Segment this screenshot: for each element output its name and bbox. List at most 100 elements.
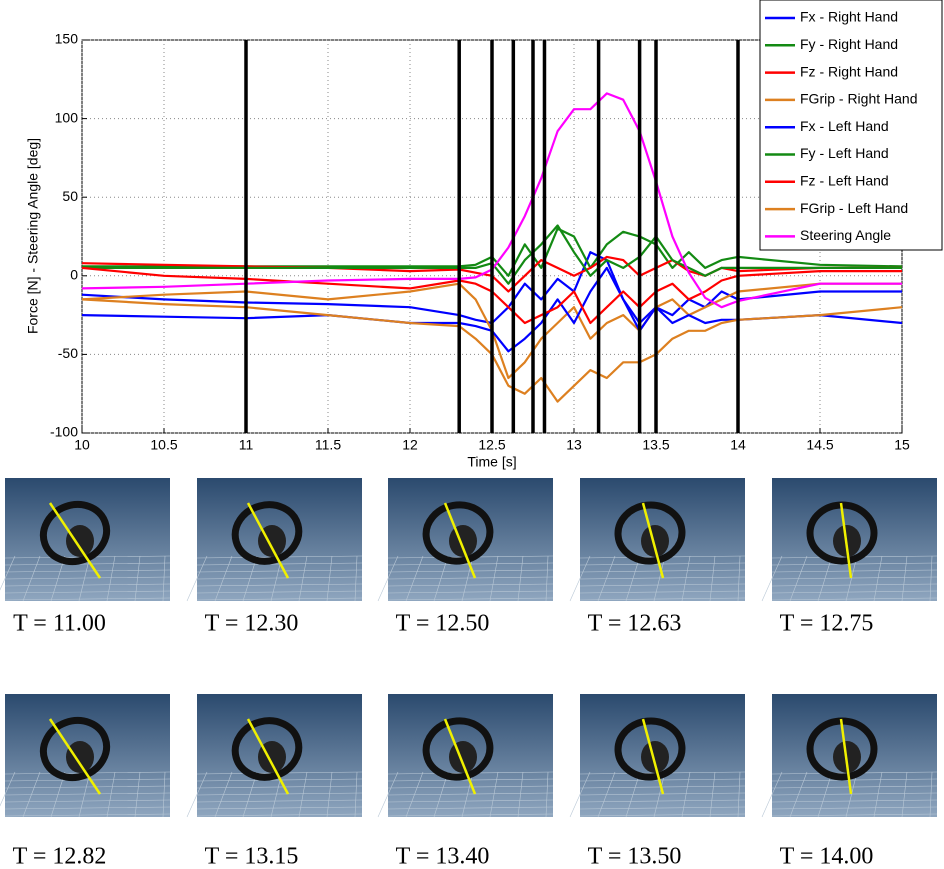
data-line bbox=[81, 92, 902, 309]
floor-grid bbox=[106, 555, 116, 602]
floor-grid bbox=[162, 771, 166, 818]
floor-grid bbox=[0, 555, 16, 591]
snapshot-caption: T = 14.00 bbox=[780, 844, 874, 869]
floor-grid bbox=[579, 569, 746, 573]
floor-grid bbox=[196, 590, 363, 594]
floor-grid bbox=[761, 771, 783, 818]
snapshot bbox=[761, 478, 938, 602]
snapshot-caption: T = 12.50 bbox=[396, 611, 490, 637]
floor-grid bbox=[709, 771, 716, 818]
data-line bbox=[81, 282, 902, 380]
floor-grid bbox=[4, 576, 171, 580]
wheel bbox=[231, 501, 303, 565]
floor-grid bbox=[873, 771, 883, 818]
wheel bbox=[422, 501, 494, 565]
snapshot bbox=[569, 694, 746, 818]
wheel-hub bbox=[66, 741, 94, 773]
wheel bbox=[39, 717, 111, 781]
wheel-hub bbox=[449, 525, 477, 557]
floor-grid bbox=[4, 799, 171, 803]
floor-grid bbox=[196, 813, 363, 817]
floor-grid bbox=[354, 555, 358, 602]
floor-grid bbox=[569, 555, 591, 602]
snapshot-caption: T = 11.00 bbox=[13, 611, 106, 637]
floor-grid bbox=[186, 771, 208, 818]
floor-grid bbox=[517, 771, 524, 818]
wheel bbox=[422, 717, 494, 781]
floor-grid bbox=[196, 569, 363, 573]
legend-label: Fy - Left Hand bbox=[800, 145, 889, 161]
x-axis-label: Time [s] bbox=[467, 454, 516, 470]
floor-grid bbox=[387, 785, 554, 789]
floor-grid bbox=[461, 555, 474, 602]
legend-label: FGrip - Right Hand bbox=[800, 91, 917, 107]
data-line bbox=[81, 298, 903, 403]
floor-grid bbox=[326, 771, 333, 818]
floor-grid bbox=[387, 806, 554, 810]
floor-grid bbox=[4, 583, 171, 587]
floor-grid bbox=[771, 806, 938, 810]
data-line bbox=[82, 224, 902, 285]
floor-grid bbox=[771, 576, 938, 580]
floor-grid bbox=[681, 555, 691, 602]
floor-grid bbox=[653, 771, 666, 818]
snapshot bbox=[186, 478, 363, 602]
snapshot-caption: T = 12.63 bbox=[588, 611, 682, 637]
floor-grid bbox=[771, 813, 938, 817]
floor-grid bbox=[771, 785, 938, 789]
floor-grid bbox=[771, 590, 938, 594]
floor-grid bbox=[387, 597, 554, 601]
force-arrow bbox=[443, 502, 477, 579]
floor-grid bbox=[298, 771, 308, 818]
snapshot bbox=[377, 478, 554, 602]
floor-grid bbox=[162, 555, 166, 602]
floor-grid bbox=[387, 576, 554, 580]
floor-grid bbox=[579, 778, 746, 782]
floor-grid bbox=[569, 771, 591, 818]
y-tick-label: 150 bbox=[55, 31, 79, 47]
floor-grid bbox=[545, 771, 549, 818]
floor-grid bbox=[489, 771, 499, 818]
floor-grid bbox=[771, 562, 938, 566]
floor-grid bbox=[196, 576, 363, 580]
floor-grid bbox=[929, 555, 933, 602]
floor-grid bbox=[377, 771, 399, 818]
floor-grid bbox=[298, 555, 308, 602]
floor-grid bbox=[387, 799, 554, 803]
floor-grid bbox=[653, 555, 666, 602]
y-axis-label: Force [N] - Steering Angle [deg] bbox=[25, 138, 41, 334]
wheel-hub bbox=[641, 741, 669, 773]
floor-grid bbox=[901, 771, 908, 818]
y-tick-label: -50 bbox=[58, 345, 78, 361]
wheel bbox=[231, 717, 303, 781]
floor-grid bbox=[929, 771, 933, 818]
snapshot-caption: T = 12.30 bbox=[205, 611, 299, 637]
wheel bbox=[614, 717, 686, 781]
snapshot bbox=[569, 478, 746, 602]
floor-grid bbox=[377, 555, 399, 602]
floor-grid bbox=[771, 583, 938, 587]
y-tick-label: -100 bbox=[50, 424, 78, 440]
floor-grid bbox=[461, 771, 474, 818]
floor-grid bbox=[196, 806, 363, 810]
floor-grid bbox=[186, 555, 208, 602]
x-tick-label: 10.5 bbox=[150, 437, 177, 453]
floor-grid bbox=[196, 583, 363, 587]
snapshot-caption: T = 13.50 bbox=[588, 844, 682, 869]
floor-grid bbox=[134, 555, 141, 602]
floor-grid bbox=[196, 597, 363, 601]
floor-grid bbox=[737, 771, 741, 818]
floor-grid bbox=[106, 771, 116, 818]
floor-grid bbox=[4, 590, 171, 594]
legend-label: FGrip - Left Hand bbox=[800, 200, 908, 216]
floor-grid bbox=[579, 597, 746, 601]
x-tick-label: 11 bbox=[239, 437, 254, 453]
floor-grid bbox=[579, 785, 746, 789]
floor-grid bbox=[579, 813, 746, 817]
floor-grid bbox=[771, 569, 938, 573]
floor-grid bbox=[4, 597, 171, 601]
snapshot bbox=[0, 478, 171, 602]
floor-grid bbox=[387, 569, 554, 573]
floor-grid bbox=[901, 555, 908, 602]
